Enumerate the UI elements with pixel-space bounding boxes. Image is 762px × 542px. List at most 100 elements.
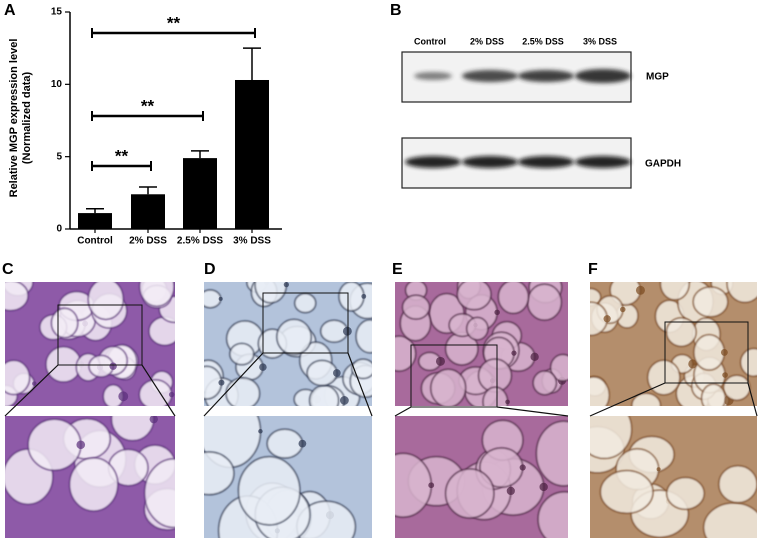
stain-spot: [494, 309, 500, 316]
gland: [5, 359, 31, 396]
y-tick-label: 5: [56, 151, 62, 162]
gland: [726, 282, 757, 304]
gland: [45, 345, 82, 383]
zoom-line: [589, 382, 666, 417]
tissue-image: [5, 416, 175, 538]
stain-spot: [218, 379, 225, 386]
error-bar: [86, 207, 104, 214]
gland: [355, 319, 372, 354]
gland: [535, 420, 568, 487]
stain-spot: [530, 352, 539, 361]
error-bar: [243, 47, 261, 80]
gland: [27, 418, 82, 472]
gland: [665, 317, 697, 348]
gland: [229, 342, 255, 366]
stain-spot: [258, 429, 263, 434]
gland: [665, 476, 705, 511]
gland: [204, 365, 223, 400]
gland: [692, 286, 729, 318]
zoom-line: [496, 406, 569, 417]
gland: [148, 316, 175, 347]
gland: [395, 452, 432, 518]
significance-label: **: [115, 146, 129, 165]
gland: [631, 392, 662, 406]
gland: [351, 358, 372, 380]
lane-label: 2% DSS: [470, 36, 504, 46]
gland: [276, 318, 312, 356]
stain-spot: [603, 315, 611, 323]
stain-spot: [168, 391, 175, 398]
tissue-image: [204, 282, 388, 406]
gland: [306, 359, 338, 387]
band: [462, 70, 518, 82]
gland: [50, 307, 79, 339]
inset-box: [410, 344, 498, 408]
bar: [235, 79, 269, 229]
tissue-image: [204, 416, 372, 538]
y-tick-label: 0: [56, 224, 62, 235]
bar: [78, 213, 112, 229]
western-blot: Control 2% DSS 2.5% DSS 3% DSS MGP GAPDH: [401, 36, 681, 189]
zoom-line: [347, 352, 373, 417]
band: [575, 156, 631, 168]
gland: [537, 491, 568, 538]
zoom-line: [141, 364, 176, 417]
significance-label: **: [141, 96, 155, 115]
stain-spot: [332, 369, 341, 377]
gland: [466, 316, 489, 341]
band: [575, 69, 631, 83]
zoom-line: [394, 406, 412, 417]
significance-bracket: **: [91, 146, 152, 171]
gland: [599, 469, 654, 515]
stain-spot: [506, 486, 515, 496]
gland: [395, 335, 417, 372]
stain-spot: [218, 296, 223, 301]
gland: [590, 416, 633, 460]
gland: [659, 282, 690, 301]
gland: [718, 464, 757, 504]
stain-spot: [635, 285, 645, 295]
x-tick-label: 2.5% DSS: [177, 236, 223, 247]
panel-label: D: [204, 261, 216, 278]
bar: [183, 158, 217, 229]
gland: [739, 347, 757, 378]
tissue-image: [395, 282, 568, 406]
panel-label: F: [588, 261, 598, 278]
gland: [338, 282, 365, 312]
stain-spot: [383, 298, 388, 303]
panel-label: B: [390, 2, 402, 19]
inset-box: [262, 292, 349, 354]
stain-spot: [505, 399, 510, 405]
tissue-image: [395, 416, 568, 538]
gland: [143, 458, 175, 529]
gland: [308, 384, 340, 406]
gland: [482, 386, 509, 406]
stain-spot: [511, 350, 517, 356]
gland: [456, 282, 492, 311]
histology: [4, 282, 758, 538]
gland: [590, 376, 611, 406]
stain-spot: [109, 362, 117, 370]
gland: [254, 282, 288, 304]
inset-box: [664, 321, 749, 384]
stain-spot: [283, 282, 289, 288]
stain-spot: [428, 482, 435, 489]
gland: [204, 451, 235, 496]
gland: [497, 282, 530, 315]
lane-label: 3% DSS: [583, 36, 617, 46]
y-axis-title: Relative MGP expression level: [8, 39, 20, 198]
stain-spot: [259, 363, 267, 371]
stain-spot: [539, 482, 548, 492]
lane-label: 2.5% DSS: [522, 36, 564, 46]
tissue-image: [590, 282, 757, 406]
gland: [646, 359, 681, 396]
stain-spot: [656, 467, 661, 472]
significance-bracket: **: [91, 13, 256, 38]
error-bar: [139, 186, 157, 195]
gland: [87, 282, 125, 321]
y-tick-label: 10: [51, 79, 63, 90]
y-axis-title: (Normalized data): [21, 72, 33, 165]
gland: [590, 301, 608, 337]
inset-box: [57, 304, 143, 366]
